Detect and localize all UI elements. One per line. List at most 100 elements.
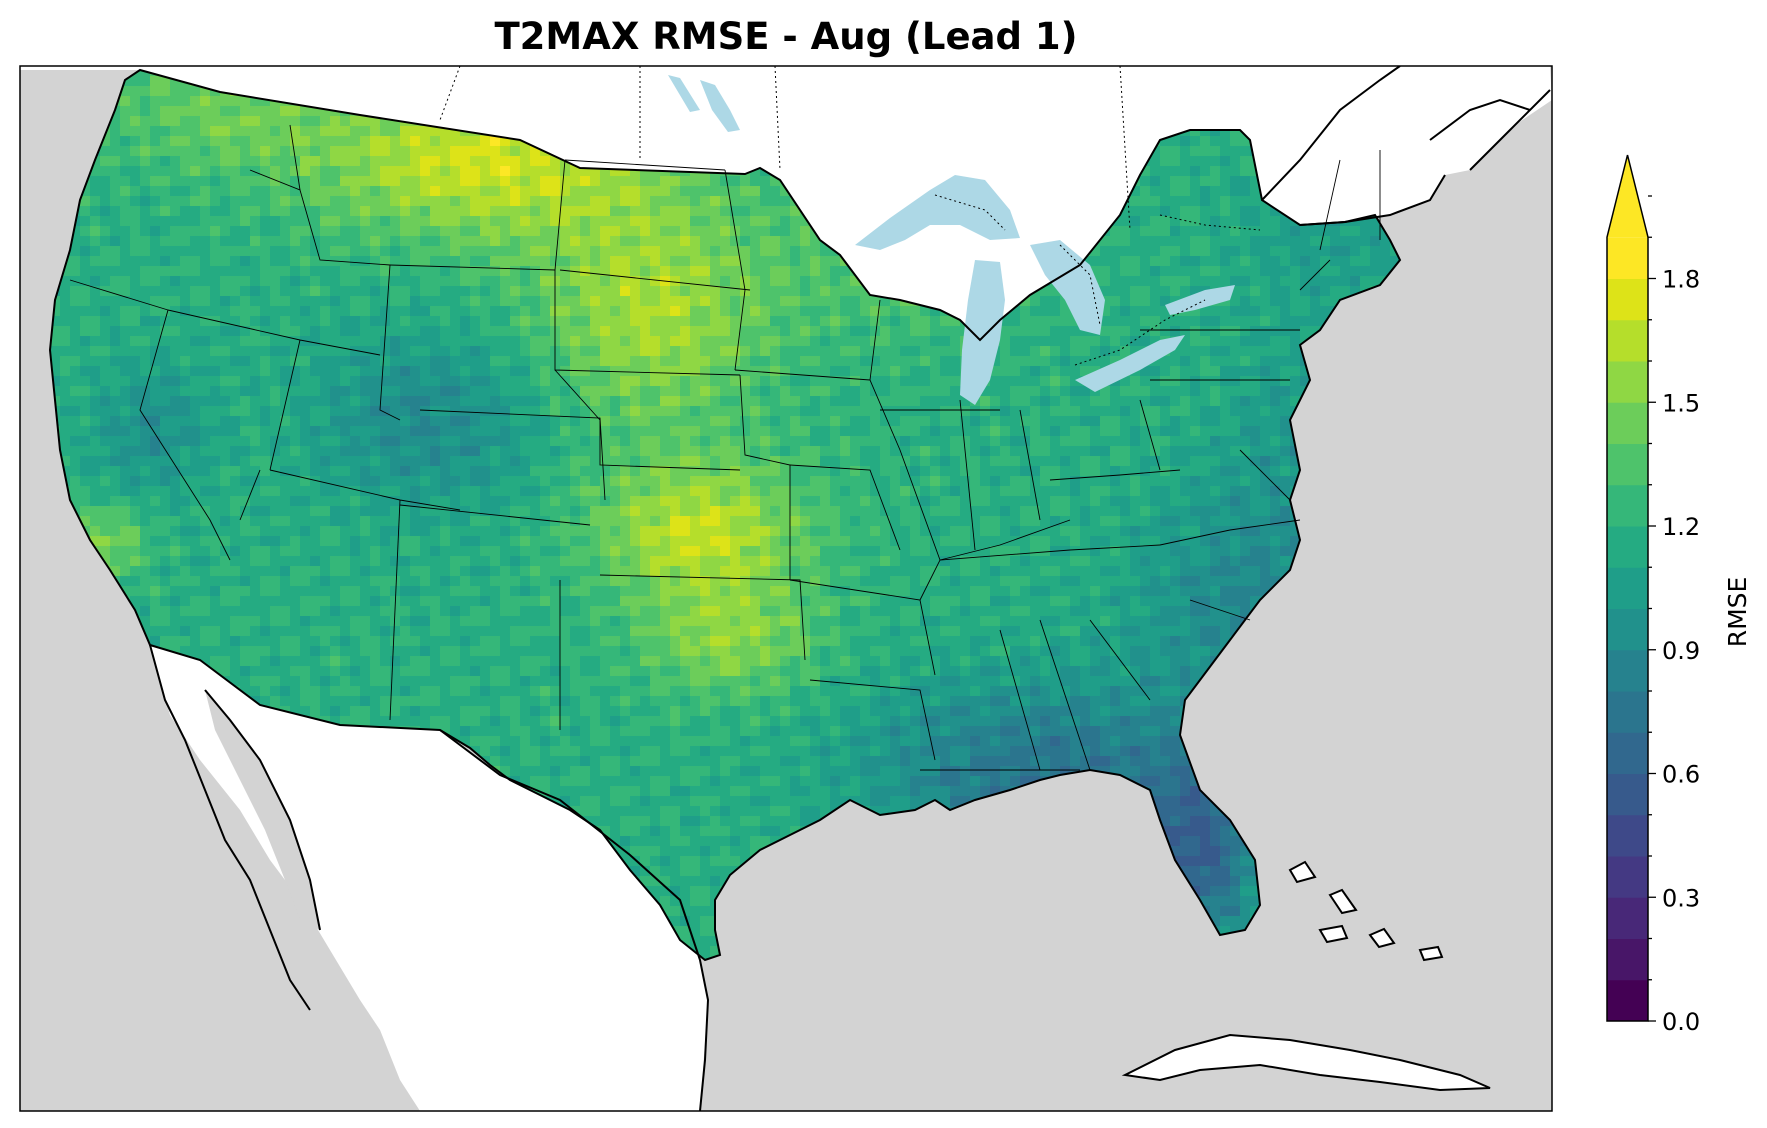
rmse-grid-cell: [680, 256, 691, 267]
rmse-grid-cell: [500, 376, 511, 387]
rmse-grid-cell: [250, 336, 261, 347]
rmse-grid-cell: [790, 256, 801, 267]
rmse-grid-cell: [260, 296, 271, 307]
rmse-grid-cell: [590, 286, 601, 297]
rmse-grid-cell: [1100, 246, 1111, 257]
rmse-grid-cell: [230, 386, 241, 397]
rmse-grid-cell: [360, 336, 371, 347]
rmse-grid-cell: [710, 216, 721, 227]
rmse-grid-cell: [690, 266, 701, 277]
rmse-grid-cell: [1270, 336, 1281, 347]
rmse-grid-cell: [140, 86, 151, 97]
rmse-grid-cell: [440, 236, 451, 247]
rmse-grid-cell: [170, 326, 181, 337]
rmse-grid-cell: [1280, 346, 1291, 357]
rmse-grid-cell: [200, 346, 211, 357]
rmse-grid-cell: [130, 76, 141, 87]
rmse-grid-cell: [1200, 376, 1211, 387]
rmse-grid-cell: [280, 106, 291, 117]
rmse-grid-cell: [1260, 386, 1271, 397]
rmse-grid-cell: [940, 336, 951, 347]
rmse-grid-cell: [530, 146, 541, 157]
rmse-grid-cell: [250, 226, 261, 237]
rmse-grid-cell: [410, 376, 421, 387]
rmse-grid-cell: [1130, 196, 1141, 207]
rmse-grid-cell: [180, 206, 191, 217]
rmse-grid-cell: [650, 366, 661, 377]
rmse-grid-cell: [1050, 416, 1061, 427]
rmse-grid-cell: [1190, 166, 1201, 177]
rmse-grid-cell: [180, 86, 191, 97]
rmse-grid-cell: [1180, 166, 1191, 177]
rmse-grid-cell: [840, 296, 851, 307]
rmse-grid-cell: [440, 286, 451, 297]
rmse-grid-cell: [460, 366, 471, 377]
rmse-grid-cell: [1260, 216, 1271, 227]
rmse-grid-cell: [370, 406, 381, 417]
rmse-grid-cell: [80, 226, 91, 237]
rmse-grid-cell: [1260, 406, 1271, 417]
rmse-grid-cell: [1130, 386, 1141, 397]
rmse-grid-cell: [570, 276, 581, 287]
rmse-grid-cell: [1300, 286, 1311, 297]
rmse-grid-cell: [610, 386, 621, 397]
rmse-grid-cell: [220, 296, 231, 307]
rmse-grid-cell: [1100, 296, 1111, 307]
rmse-grid-cell: [370, 166, 381, 177]
rmse-grid-cell: [790, 346, 801, 357]
rmse-grid-cell: [260, 246, 271, 257]
rmse-grid-cell: [200, 316, 211, 327]
rmse-grid-cell: [360, 176, 371, 187]
rmse-grid-cell: [570, 186, 581, 197]
rmse-grid-cell: [1230, 126, 1241, 137]
rmse-grid-cell: [480, 316, 491, 327]
rmse-grid-cell: [670, 196, 681, 207]
rmse-grid-cell: [1220, 216, 1231, 227]
rmse-grid-cell: [590, 336, 601, 347]
rmse-grid-cell: [260, 236, 271, 247]
rmse-grid-cell: [210, 276, 221, 287]
rmse-grid-cell: [340, 186, 351, 197]
rmse-grid-cell: [790, 356, 801, 367]
rmse-grid-cell: [630, 336, 641, 347]
rmse-grid-cell: [540, 356, 551, 367]
rmse-grid-cell: [850, 326, 861, 337]
rmse-grid-cell: [1110, 356, 1121, 367]
rmse-grid-cell: [750, 206, 761, 217]
rmse-grid-cell: [1210, 406, 1221, 417]
rmse-grid-cell: [170, 196, 181, 207]
rmse-grid-cell: [1140, 176, 1151, 187]
rmse-grid-cell: [650, 396, 661, 407]
rmse-grid-cell: [480, 216, 491, 227]
rmse-grid-cell: [660, 316, 671, 327]
rmse-grid-cell: [290, 206, 301, 217]
rmse-grid-cell: [1260, 246, 1271, 257]
rmse-grid-cell: [130, 366, 141, 377]
rmse-grid-cell: [1240, 416, 1251, 427]
rmse-grid-cell: [900, 396, 911, 407]
rmse-grid-cell: [210, 256, 221, 267]
rmse-grid-cell: [740, 196, 751, 207]
rmse-grid-cell: [1370, 236, 1381, 247]
rmse-grid-cell: [820, 246, 831, 257]
rmse-grid-cell: [480, 346, 491, 357]
rmse-grid-cell: [440, 196, 451, 207]
rmse-grid-cell: [640, 326, 651, 337]
rmse-grid-cell: [420, 126, 431, 137]
rmse-grid-cell: [170, 256, 181, 267]
rmse-grid-cell: [350, 366, 361, 377]
rmse-grid-cell: [710, 266, 721, 277]
rmse-grid-cell: [480, 266, 491, 277]
rmse-grid-cell: [790, 416, 801, 427]
rmse-grid-cell: [550, 156, 561, 167]
rmse-grid-cell: [1190, 246, 1201, 257]
rmse-grid-cell: [1250, 296, 1261, 307]
rmse-grid-cell: [160, 336, 171, 347]
rmse-grid-cell: [70, 226, 81, 237]
rmse-grid-cell: [80, 306, 91, 317]
rmse-grid-cell: [150, 396, 161, 407]
rmse-grid-cell: [1240, 186, 1251, 197]
rmse-grid-cell: [820, 386, 831, 397]
rmse-grid-cell: [140, 306, 151, 317]
rmse-grid-cell: [820, 366, 831, 377]
